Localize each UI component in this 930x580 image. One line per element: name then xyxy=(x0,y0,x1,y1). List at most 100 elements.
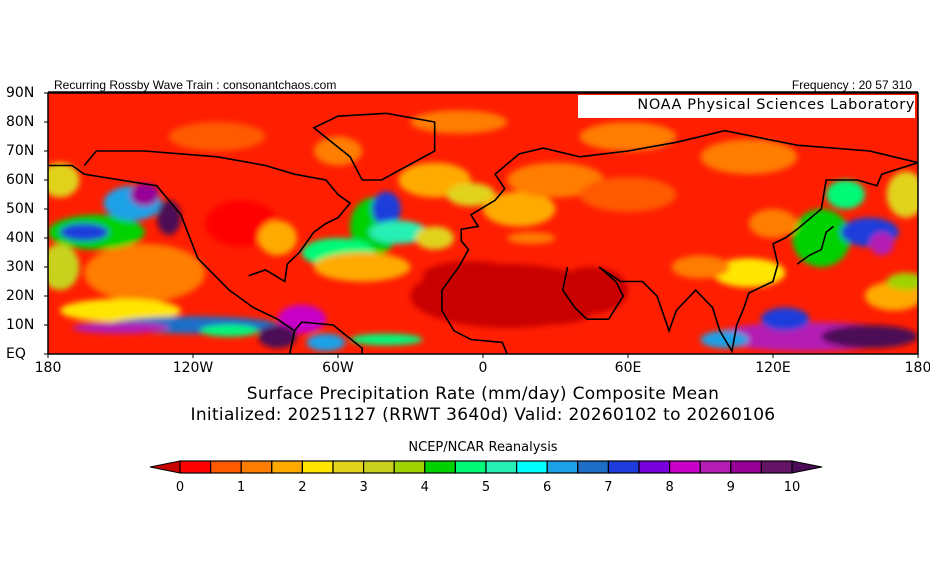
lon-label: 0 xyxy=(478,360,488,376)
precip-region xyxy=(410,110,508,134)
coastline xyxy=(312,112,436,181)
colorbar-swatch xyxy=(546,460,579,474)
precip-region xyxy=(84,243,206,302)
coastline xyxy=(561,161,918,354)
precip-region xyxy=(313,136,363,166)
lon-label: 60W xyxy=(322,360,354,376)
lon-label: 180 xyxy=(34,360,62,376)
precip-region xyxy=(886,171,918,218)
coastline xyxy=(288,321,363,354)
colorbar-tick-label: 4 xyxy=(420,480,429,495)
precip-region xyxy=(495,301,592,325)
colorbar-tick-label: 9 xyxy=(726,480,735,495)
colorbar-tick-label: 5 xyxy=(481,480,491,495)
precip-region xyxy=(422,261,520,291)
colorbar-tick-label: 10 xyxy=(783,480,801,495)
precip-region xyxy=(507,162,604,198)
colorbar-swatch xyxy=(730,460,762,474)
precip-region xyxy=(748,209,798,238)
colorbar-tick-label: 7 xyxy=(604,480,613,495)
precip-region xyxy=(60,223,109,241)
precip-region xyxy=(507,232,556,244)
coastline xyxy=(83,150,352,283)
lon-label: 120E xyxy=(755,360,791,376)
coastline xyxy=(48,164,85,175)
colorbar xyxy=(149,460,823,474)
colorbar-swatch xyxy=(668,460,701,474)
precip-region xyxy=(555,267,628,314)
colorbar-tick-label: 6 xyxy=(543,480,552,495)
precip-region xyxy=(200,325,259,337)
header-right: Frequency : 20 57 310 xyxy=(791,78,912,92)
coastline xyxy=(796,225,834,265)
lat-label: 20N xyxy=(6,288,35,304)
precip-region xyxy=(579,177,677,212)
precip-region xyxy=(446,182,496,207)
colorbar-swatch xyxy=(454,460,487,474)
precip-region xyxy=(415,226,454,250)
colorbar-over-triangle xyxy=(791,460,823,474)
colorbar-swatch xyxy=(760,460,793,474)
precip-region xyxy=(130,182,160,207)
colorbar-tick-label: 3 xyxy=(359,480,368,495)
lat-label: 50N xyxy=(6,201,35,217)
lat-label: EQ xyxy=(6,346,26,362)
precip-region xyxy=(156,200,181,236)
lat-label: 10N xyxy=(6,317,35,333)
colorbar-swatch xyxy=(271,460,303,474)
precip-region xyxy=(72,322,169,334)
lat-label: 30N xyxy=(6,259,35,275)
lat-label: 90N xyxy=(6,85,35,101)
map-subtitle: Initialized: 20251127 (RRWT 3640d) Valid… xyxy=(190,405,776,425)
colorbar-swatch xyxy=(485,460,518,474)
precip-region xyxy=(60,298,181,323)
credit-label: NOAA Physical Sciences Laboratory xyxy=(578,95,915,118)
lat-label: 60N xyxy=(6,172,35,188)
colorbar-label: NCEP/NCAR Reanalysis xyxy=(408,440,558,455)
coastline xyxy=(441,310,508,354)
precip-region xyxy=(350,333,423,346)
precip-field xyxy=(48,93,918,354)
precip-region xyxy=(277,304,326,334)
precip-region xyxy=(306,333,346,352)
coastline xyxy=(84,173,296,354)
precip-region xyxy=(48,162,80,198)
colorbar-swatch xyxy=(577,460,609,474)
colorbar-swatch xyxy=(515,460,548,474)
colorbar-tick-label: 8 xyxy=(665,480,674,495)
lon-label: 60E xyxy=(614,360,642,376)
colorbar-swatch xyxy=(699,460,732,474)
map-title: Surface Precipitation Rate (mm/day) Comp… xyxy=(246,384,720,404)
colorbar-tick-label: 1 xyxy=(237,480,246,495)
colorbar-under-triangle xyxy=(149,460,181,474)
precip-region xyxy=(671,255,730,279)
precip-region xyxy=(869,232,894,256)
lat-label: 70N xyxy=(6,143,35,159)
precip-region xyxy=(369,220,428,244)
colorbar-swatch xyxy=(240,460,273,474)
lat-label: 40N xyxy=(6,230,35,246)
colorbar-swatch xyxy=(638,460,671,474)
precip-region xyxy=(792,209,851,267)
lon-label: 120W xyxy=(172,360,214,376)
coastline xyxy=(441,129,918,311)
precip-region xyxy=(579,122,677,151)
colorbar-swatch xyxy=(301,460,334,474)
precip-region xyxy=(258,325,297,349)
precip-region xyxy=(712,258,786,288)
precip-region xyxy=(760,307,810,331)
precip-region xyxy=(168,122,266,151)
colorbar-swatch xyxy=(363,460,395,474)
lat-label: 80N xyxy=(6,114,35,130)
colorbar-swatch xyxy=(607,460,640,474)
precip-region xyxy=(886,272,918,291)
precip-region xyxy=(371,191,401,227)
precip-region xyxy=(821,325,918,349)
colorbar-tick-label: 0 xyxy=(175,480,185,495)
precip-region xyxy=(826,180,865,209)
precip-region xyxy=(258,220,297,256)
lon-label: 180 xyxy=(904,360,930,376)
precip-region xyxy=(48,243,80,291)
precip-region xyxy=(700,139,798,175)
